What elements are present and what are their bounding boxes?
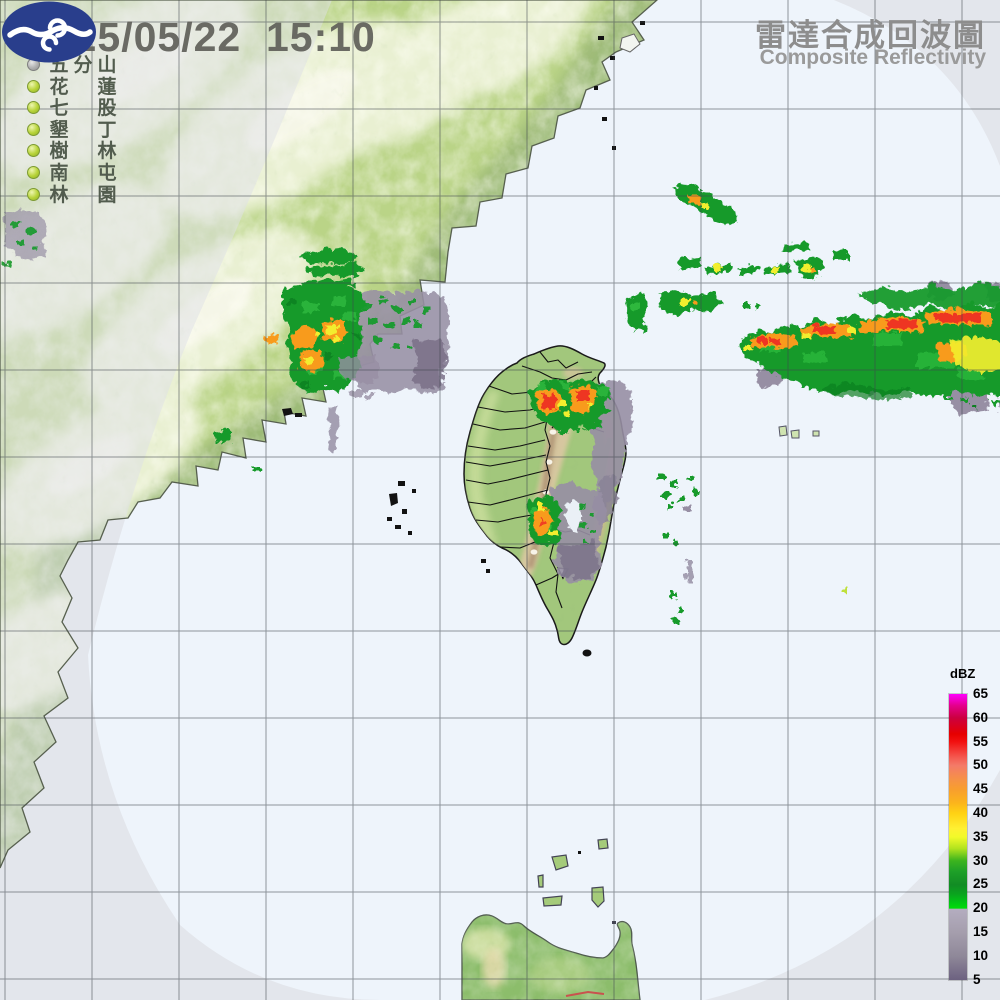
legend-tick: 55 [973, 733, 989, 749]
station-name-char: 林 [49, 184, 69, 206]
legend-tick: 40 [973, 805, 989, 820]
dbz-colorbar [948, 693, 968, 981]
legend-tick: 5 [973, 971, 981, 987]
station-status-icon [27, 187, 40, 201]
station-name-char: 南 [49, 162, 69, 184]
station-name-char: 股 [97, 98, 117, 120]
radar-echo-east-band [737, 278, 1000, 414]
legend-tick: 60 [973, 709, 989, 725]
legend-tick: 35 [973, 828, 989, 844]
station-name-char: 墾 [49, 119, 69, 141]
station-status-icon [27, 165, 40, 179]
page-title: 雷達合成回波圖 [755, 18, 986, 53]
station-name-char: 分 [73, 55, 93, 76]
legend-tick: 20 [973, 900, 989, 916]
station-status-icon [27, 122, 40, 136]
legend-tick: 65 [973, 686, 989, 701]
page-subtitle: Composite Reflectivity [759, 46, 986, 69]
station-status-icon [27, 144, 40, 158]
station-status-icon [27, 101, 40, 115]
station-name-char: 樹 [49, 141, 69, 163]
legend-tick: 10 [973, 947, 989, 963]
station-name-char: 七 [49, 98, 69, 120]
station-name-char: 屯 [97, 162, 117, 184]
radar-echo-southeast-taiwan [524, 480, 604, 582]
station-name-char: 林 [97, 141, 117, 163]
station-status-icon [27, 79, 40, 93]
radar-echoes [0, 180, 1000, 622]
luzon-road-line [565, 990, 605, 997]
legend-tick: 50 [973, 757, 989, 773]
station-name-char: 園 [97, 184, 117, 206]
station-name-char: 丁 [97, 119, 117, 141]
legend-tick: 45 [973, 781, 989, 797]
legend-tick: 15 [973, 924, 989, 939]
legend-tick: 25 [973, 876, 989, 892]
station-name-char: 山 [97, 55, 117, 76]
radar-echo-west-cluster [0, 206, 46, 265]
station-name-char: 蓮 [97, 76, 117, 98]
radar-echo-scattered [622, 180, 998, 622]
radar-echo-north-taiwan [527, 377, 630, 524]
legend-title: dBZ [950, 666, 976, 681]
legend-tick: 30 [973, 852, 989, 868]
cwb-logo [2, 1, 96, 63]
station-name-char: 花 [49, 76, 69, 98]
radar-echo-china-cluster [213, 246, 448, 471]
